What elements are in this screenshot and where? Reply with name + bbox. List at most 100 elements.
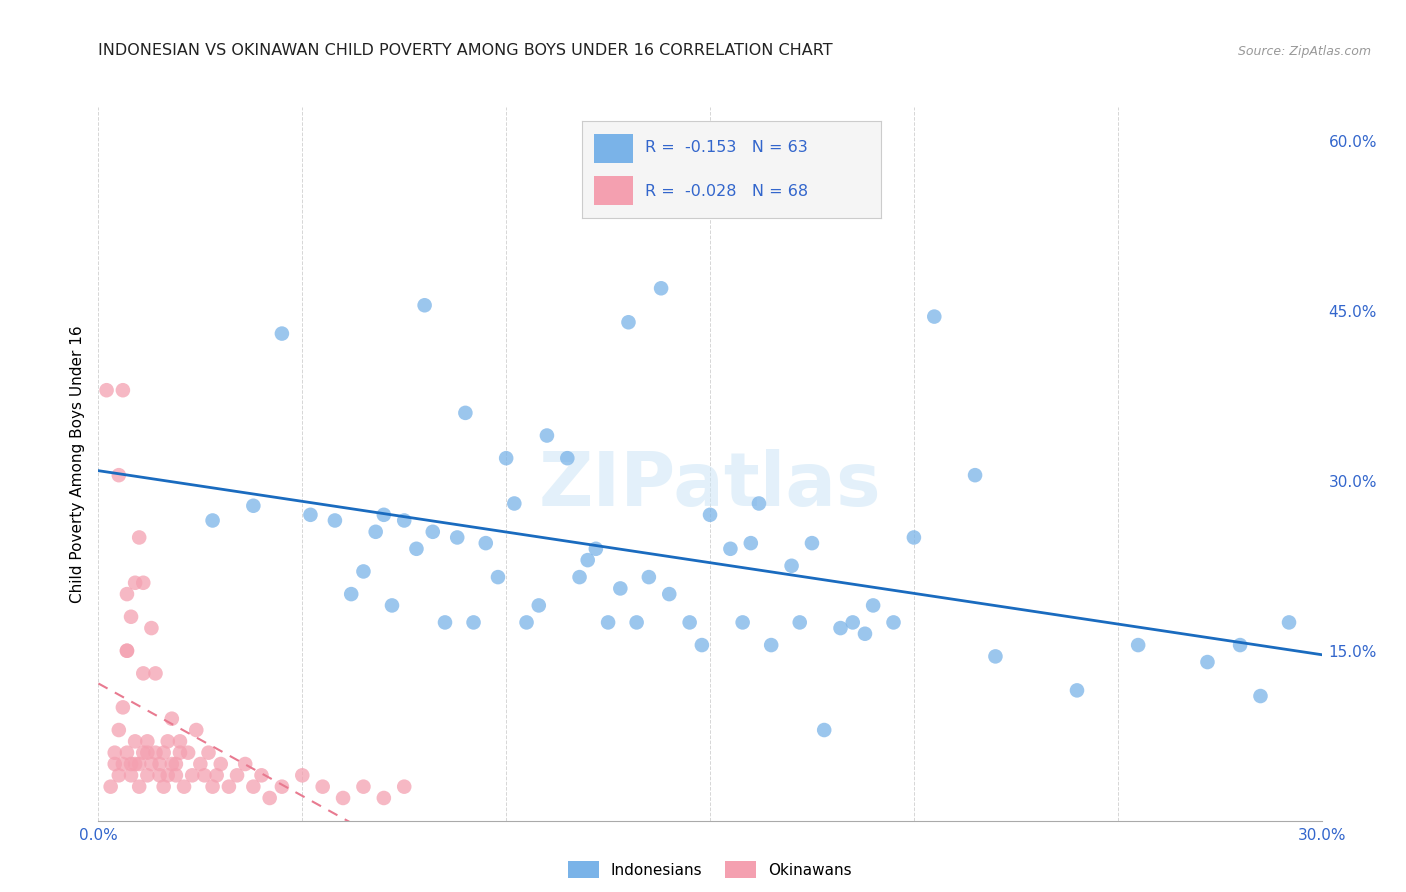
Point — [259, 791, 281, 805]
Point — [160, 757, 183, 772]
Point — [527, 599, 550, 613]
Point — [136, 746, 159, 760]
Point — [145, 666, 167, 681]
Point — [434, 615, 457, 630]
Point — [169, 734, 191, 748]
Point — [364, 524, 387, 539]
Point — [165, 757, 187, 772]
Point — [149, 757, 172, 772]
Point — [173, 780, 195, 794]
Point — [124, 734, 146, 748]
Point — [748, 496, 770, 510]
Point — [557, 451, 579, 466]
Point — [617, 315, 640, 329]
Point — [209, 757, 232, 772]
Point — [536, 428, 558, 442]
Point — [226, 768, 249, 782]
Y-axis label: Child Poverty Among Boys Under 16: Child Poverty Among Boys Under 16 — [69, 325, 84, 603]
Point — [922, 310, 945, 324]
Point — [373, 791, 395, 805]
Point — [242, 780, 264, 794]
Point — [115, 587, 138, 601]
Point — [422, 524, 444, 539]
Point — [128, 531, 150, 545]
Point — [598, 615, 620, 630]
Point — [1278, 615, 1301, 630]
Point — [585, 541, 607, 556]
Point — [188, 757, 212, 772]
Point — [111, 757, 134, 772]
Point — [392, 513, 416, 527]
Point — [108, 468, 131, 483]
Point — [1229, 638, 1251, 652]
Point — [463, 615, 485, 630]
Point — [108, 768, 131, 782]
Point — [841, 615, 863, 630]
Point — [862, 599, 884, 613]
Point — [1249, 689, 1271, 703]
Point — [270, 780, 294, 794]
Point — [446, 531, 468, 545]
Point — [186, 723, 208, 737]
Point — [679, 615, 702, 630]
Point — [205, 768, 228, 782]
Point — [638, 570, 661, 584]
Point — [270, 326, 294, 341]
Point — [413, 298, 436, 312]
Point — [965, 468, 987, 483]
Point — [115, 644, 138, 658]
Point — [201, 780, 224, 794]
Point — [789, 615, 811, 630]
Point — [761, 638, 783, 652]
Point — [381, 599, 404, 613]
Point — [312, 780, 335, 794]
Point — [853, 626, 876, 640]
Point — [108, 723, 131, 737]
Point — [486, 570, 509, 584]
Point — [1197, 655, 1219, 669]
Point — [177, 746, 200, 760]
Point — [120, 609, 142, 624]
Point — [100, 780, 122, 794]
Point — [568, 570, 591, 584]
Point — [132, 666, 155, 681]
Point — [132, 575, 155, 590]
Point — [474, 536, 498, 550]
Point — [242, 499, 264, 513]
Point — [201, 513, 224, 527]
Point — [352, 780, 374, 794]
Point — [120, 757, 142, 772]
Point — [250, 768, 273, 782]
Point — [503, 496, 526, 510]
Point — [197, 746, 219, 760]
Point — [136, 734, 159, 748]
Point — [96, 383, 118, 397]
Point — [193, 768, 215, 782]
Point — [516, 615, 538, 630]
Point — [124, 575, 146, 590]
Point — [136, 768, 159, 782]
Text: Source: ZipAtlas.com: Source: ZipAtlas.com — [1237, 45, 1371, 58]
Point — [160, 712, 183, 726]
Point — [813, 723, 835, 737]
Point — [299, 508, 322, 522]
Point — [128, 757, 150, 772]
Point — [352, 565, 374, 579]
Point — [152, 780, 174, 794]
Point — [830, 621, 852, 635]
Point — [1066, 683, 1088, 698]
Point — [115, 746, 138, 760]
Point — [111, 383, 134, 397]
Point — [120, 768, 142, 782]
Point — [181, 768, 204, 782]
Point — [149, 768, 172, 782]
Point — [233, 757, 256, 772]
Point — [626, 615, 648, 630]
Point — [609, 582, 631, 596]
Point — [392, 780, 416, 794]
Point — [323, 513, 346, 527]
Text: ZIPatlas: ZIPatlas — [538, 449, 882, 522]
Point — [650, 281, 672, 295]
Point — [340, 587, 363, 601]
Point — [903, 531, 925, 545]
